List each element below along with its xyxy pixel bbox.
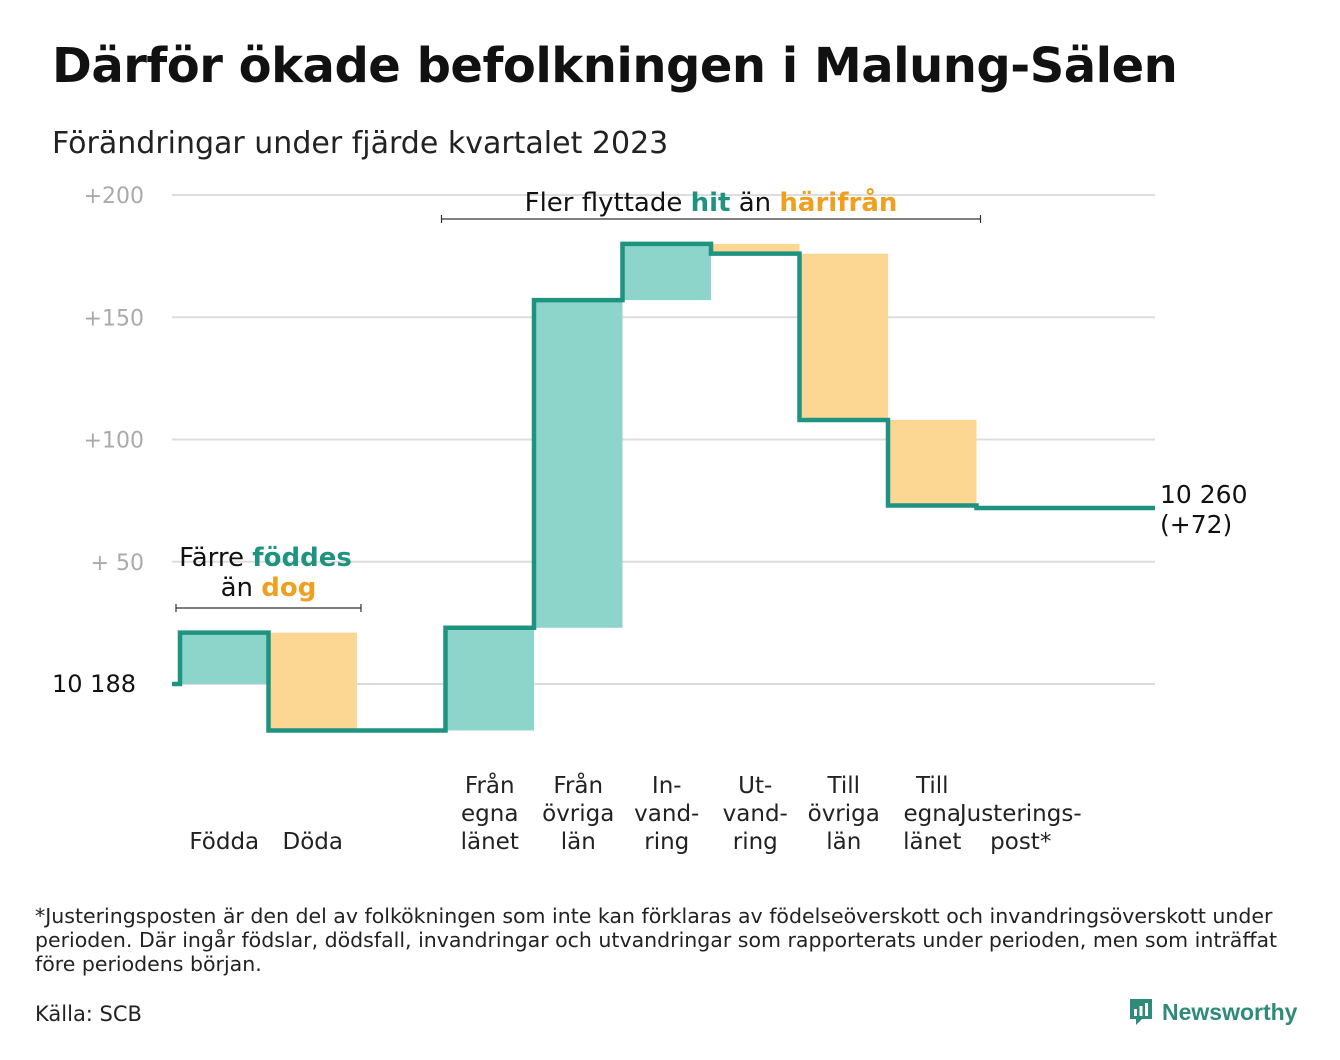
brand-logo: Newsworthy [1128,996,1297,1028]
category-label-0: Födda [189,829,259,855]
y-tick-label-1: +150 [84,306,144,331]
bar-3 [445,627,534,731]
category-label-6: Ut-vand-ring [723,773,788,855]
y-tick-label-3: + 50 [91,551,144,576]
waterfall-chart: +200 +150 +100 + 50 10 188 Födda Döda Från egna l… [52,184,1247,855]
chart-subtitle: Förändringar under fjärde kvartalet 2023 [52,126,669,161]
bar-5 [622,243,711,301]
base-value-label: 10 188 [52,670,136,698]
annotation-0-line-2: än dog [221,573,317,603]
category-label-5: In-vand-ring [634,773,699,855]
bar-6 [711,243,800,254]
y-tick-label-0: +200 [84,184,144,209]
newsworthy-logo-icon [1130,999,1152,1025]
category-label-3: Från egna länet [461,771,519,855]
category-label-4: Från övriga län [542,771,614,855]
brand-name: Newsworthy [1162,998,1298,1025]
bar-7 [799,253,888,420]
footnote: *Justeringsposten är den del av folkökni… [35,904,1278,976]
bar-8 [888,419,977,506]
end-value-label: 10 260 (+72) [1160,480,1247,539]
category-label-7: Till övriga län [808,773,880,855]
annotation-0-line-1: Färre föddes [179,543,352,573]
bar-4 [534,300,623,628]
category-label-8: Till egna länet [903,773,961,855]
y-tick-label-2: +100 [84,429,144,454]
chart-title: Därför ökade befolkningen i Malung-Sälen [52,38,1178,94]
source-note: Källa: SCB [35,1002,142,1026]
step-line [172,241,1155,733]
bar-1 [268,632,357,731]
bar-0 [180,632,269,684]
category-label-9: Justerings-post* [958,801,1082,855]
category-label-1: Döda [283,829,343,855]
annotation-1-line-1: Fler flyttade hit än härifrån [525,186,898,218]
